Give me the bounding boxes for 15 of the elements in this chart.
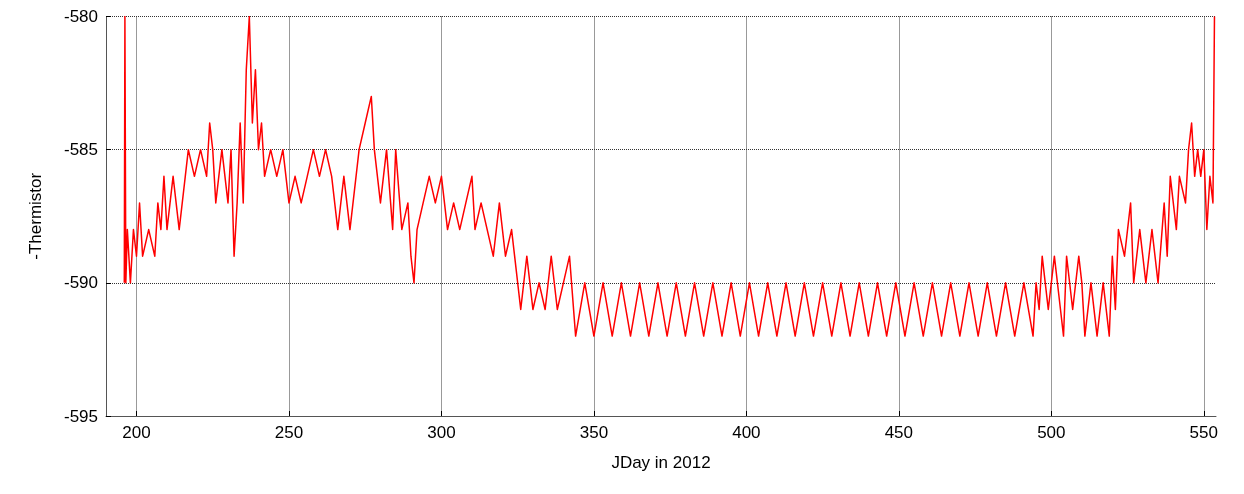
y-tick-label: -590	[63, 273, 98, 293]
y-tick-label: -595	[63, 406, 98, 426]
x-tick-label: 550	[1189, 423, 1218, 442]
y-tick-label: -585	[63, 140, 98, 160]
x-tick-label: 500	[1037, 423, 1066, 442]
x-tick-label: 200	[122, 423, 151, 442]
y-axis-title: -Thermistor	[26, 172, 45, 260]
x-tick-label: 350	[579, 423, 609, 442]
x-tick-label: 450	[884, 423, 914, 442]
y-tick-label: -580	[63, 7, 98, 26]
x-tick-label: 250	[274, 423, 304, 442]
x-tick-label: 400	[732, 423, 761, 442]
x-tick-label: 300	[427, 423, 456, 442]
x-axis-title: JDay in 2012	[611, 453, 711, 472]
line-series	[123, 15, 1216, 337]
